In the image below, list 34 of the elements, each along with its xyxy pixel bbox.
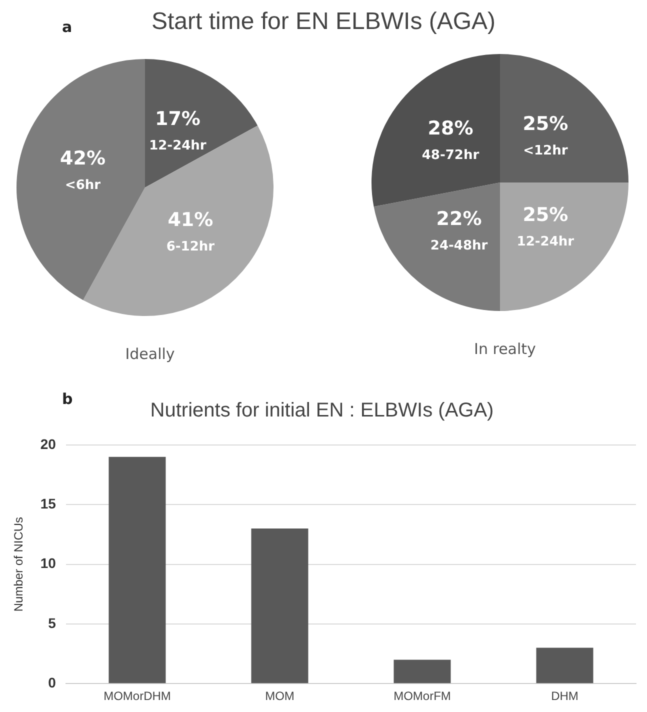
y-tick-label: 5 [48, 614, 56, 631]
slice-label: 6-12hr [166, 239, 216, 254]
y-tick-label: 15 [40, 496, 56, 512]
bar [108, 456, 166, 684]
text: b [62, 390, 73, 408]
y-tick-label: 0 [48, 674, 56, 690]
y-tick-label: 10 [40, 555, 56, 572]
slice-label: 48-72hr [422, 148, 480, 163]
slice-label: <6hr [64, 178, 102, 193]
data-label: 41% [168, 208, 214, 231]
y-tick-label: 20 [40, 436, 56, 452]
x-tick-label: MOM [265, 689, 294, 704]
data-label: 28% [428, 117, 474, 140]
slice-label: <12hr [523, 143, 568, 158]
text: Ideally [124, 345, 176, 363]
y-axis-title: Number of NICUs [12, 516, 26, 612]
data-label: 17% [154, 108, 200, 130]
text: In realty [473, 340, 537, 358]
slice-label: 24-48hr [430, 238, 488, 254]
data-label: 25% [522, 204, 568, 226]
text: Start time for EN ELBWIs (AGA) [151, 8, 496, 35]
x-tick-label: MOMorFM [394, 689, 451, 704]
x-tick-label: MOMorDHM [104, 689, 171, 704]
bar [536, 648, 594, 684]
data-label: 42% [60, 147, 106, 170]
data-label: 22% [436, 208, 482, 230]
chart-title: Nutrients for initial EN : ELBWIs (AGA) [150, 400, 494, 422]
data-label: 25% [522, 113, 568, 136]
text: a [62, 18, 72, 36]
x-tick-label: DHM [551, 689, 578, 704]
slice-label: 12-24hr [516, 234, 575, 250]
bar [394, 660, 451, 684]
slice-label: 12-24hr [149, 138, 207, 154]
bar [251, 528, 308, 684]
